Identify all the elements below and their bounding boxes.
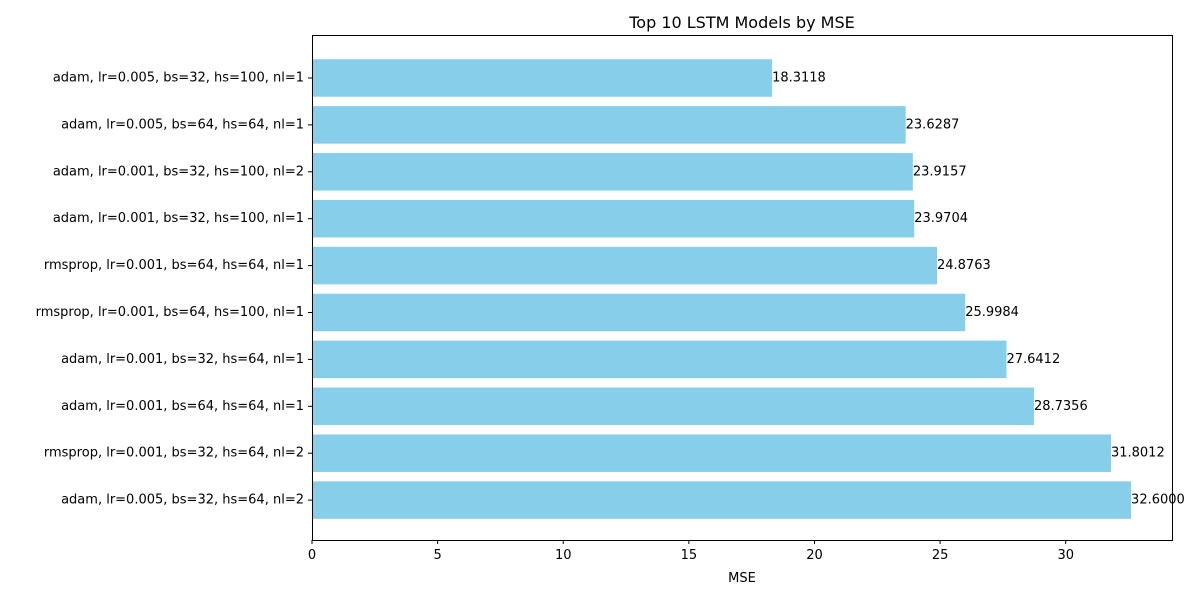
value-label: 23.6287 [906,117,960,132]
bar [312,387,1034,426]
bar [312,199,915,238]
x-tick-label: 25 [932,548,949,563]
value-label: 32.6000 [1131,493,1185,508]
category-label: adam, lr=0.005, bs=64, hs=64, nl=1 [61,117,304,132]
value-labels: 18.3118 23.6287 23.9157 23.9704 24.8763 25.99… [772,71,1185,508]
bar [312,59,773,97]
bar [312,293,966,332]
value-label: 25.9984 [965,305,1019,320]
value-label: 31.8012 [1111,446,1165,461]
bar [312,434,1111,472]
x-tick-label: 0 [308,548,316,563]
value-label: 28.7356 [1034,399,1088,414]
bar [312,246,937,285]
category-label: adam, lr=0.005, bs=32, hs=100, nl=1 [53,71,304,86]
value-label: 27.6412 [1006,352,1060,367]
bars-layer [312,59,1132,519]
x-axis: 0 5 10 15 20 25 30 [308,540,1074,563]
category-label: adam, lr=0.005, bs=32, hs=64, nl=2 [61,493,304,508]
category-label: adam, lr=0.001, bs=32, hs=100, nl=2 [53,164,304,179]
bar [312,106,906,144]
chart-title: Top 10 LSTM Models by MSE [628,13,855,32]
category-labels: adam, lr=0.005, bs=32, hs=100, nl=1 adam,… [36,71,312,508]
plot-frame [312,35,1173,541]
category-label: rmsprop, lr=0.001, bs=64, hs=100, nl=1 [36,305,304,320]
x-tick-label: 5 [433,548,441,563]
bar [312,481,1132,519]
value-label: 24.8763 [937,258,991,273]
x-tick-label: 15 [681,548,698,563]
category-label: adam, lr=0.001, bs=32, hs=64, nl=1 [61,352,304,367]
value-label: 23.9704 [914,211,968,226]
category-label: adam, lr=0.001, bs=32, hs=100, nl=1 [53,211,304,226]
x-axis-label: MSE [728,571,756,586]
x-tick-label: 10 [555,548,572,563]
category-label: rmsprop, lr=0.001, bs=64, hs=64, nl=1 [44,258,304,273]
category-label: adam, lr=0.001, bs=64, hs=64, nl=1 [61,399,304,414]
bar [312,340,1007,379]
value-label: 18.3118 [772,71,826,86]
x-tick-label: 20 [806,548,823,563]
category-label: rmsprop, lr=0.001, bs=32, hs=64, nl=2 [44,446,304,461]
bar [312,153,913,191]
x-tick-label: 30 [1057,548,1074,563]
value-label: 23.9157 [913,164,967,179]
